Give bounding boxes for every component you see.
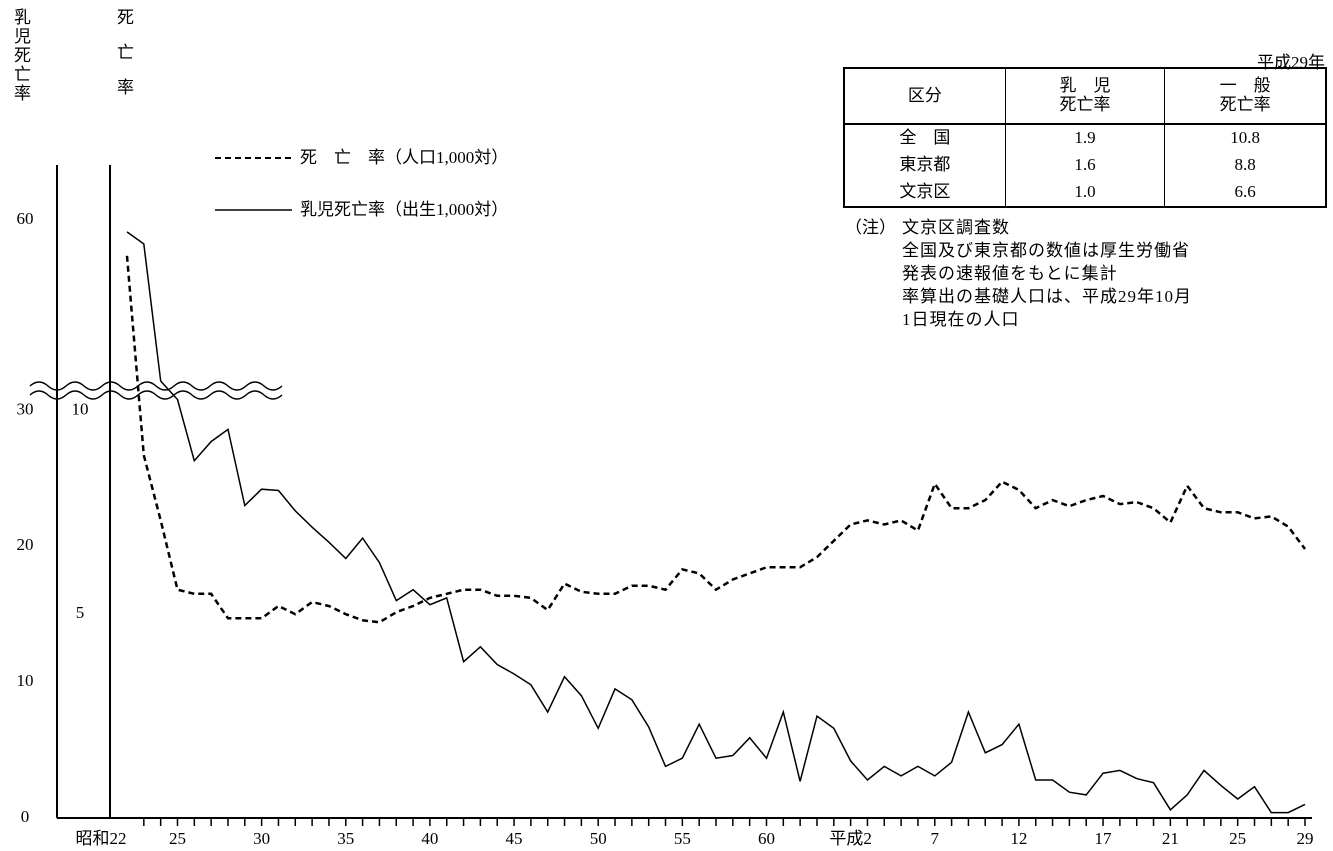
- x-tick-label: 21: [1162, 829, 1179, 848]
- x-tick-label: 40: [421, 829, 438, 848]
- summary-table: 区分 乳 児 死亡率 一 般 死亡率 全 国 1.9 10.8 東京都 1.6 8.8 文京…: [843, 67, 1327, 208]
- series-line: [125, 255, 1306, 624]
- x-tick-label: 25: [169, 829, 186, 848]
- legend-label: 死 亡 率（人口1,000対）: [300, 148, 508, 167]
- legend-label: 乳児死亡率（出生1,000対）: [300, 200, 508, 219]
- x-tick-label: 45: [506, 829, 523, 848]
- break-line: [29, 390, 283, 400]
- table-cell: 1.0: [1004, 179, 1166, 207]
- y-tick-label: 10: [17, 671, 34, 690]
- y-tick-label: 30: [17, 399, 34, 418]
- x-tick-label: 12: [1010, 829, 1027, 848]
- table-header: 区分: [843, 67, 1006, 125]
- note-line: 文京区調査数: [902, 218, 1010, 237]
- y-axis-label: 乳児死亡率: [11, 8, 30, 103]
- x-tick-label: 昭和22: [76, 829, 127, 848]
- y2-tick-label: 5: [76, 603, 85, 622]
- x-tick-label: 25: [1229, 829, 1246, 848]
- table-cell: 東京都: [843, 152, 1006, 179]
- table-cell: 8.8: [1164, 152, 1327, 179]
- table-row: 全 国 1.9 10.8: [843, 124, 1327, 152]
- note-line: 発表の速報値をもとに集計: [902, 264, 1118, 283]
- note-lines: 文京区調査数全国及び東京都の数値は厚生労働省 発表の速報値をもとに集計率算出の基礎…: [902, 216, 1192, 331]
- y-tick-label: 0: [21, 807, 30, 826]
- table-cell: 6.6: [1164, 179, 1327, 207]
- table-cell: 1.6: [1004, 152, 1166, 179]
- note-line: 1日現在の人口: [902, 310, 1020, 329]
- note-line: 全国及び東京都の数値は厚生労働省: [902, 241, 1190, 260]
- x-tick-label: 50: [590, 829, 607, 848]
- table-header: 一 般 死亡率: [1164, 67, 1327, 125]
- y2-tick-label: 10: [72, 399, 89, 418]
- x-tick-label: 30: [253, 829, 270, 848]
- note: （注） 文京区調査数全国及び東京都の数値は厚生労働省 発表の速報値をもとに集計率算…: [845, 216, 1192, 331]
- table-cell: 1.9: [1004, 124, 1166, 152]
- table-row: 文京区 1.0 6.6: [843, 179, 1327, 207]
- x-tick-label: 29: [1297, 829, 1314, 848]
- x-tick-label: 17: [1095, 829, 1113, 848]
- y-tick-label: 60: [17, 209, 34, 228]
- series-line: [126, 231, 1306, 814]
- table-row: 東京都 1.6 8.8: [843, 152, 1327, 179]
- table-cell: 全 国: [843, 124, 1006, 152]
- x-tick-label: 60: [758, 829, 775, 848]
- x-tick-label: 平成2: [829, 829, 872, 848]
- x-tick-label: 55: [674, 829, 691, 848]
- note-label: （注）: [845, 218, 896, 237]
- table-header: 乳 児 死亡率: [1004, 67, 1166, 125]
- note-line: 率算出の基礎人口は、平成29年10月: [902, 287, 1192, 306]
- break-line: [29, 381, 283, 391]
- y-tick-label: 20: [17, 535, 34, 554]
- table-cell: 10.8: [1164, 124, 1327, 152]
- x-tick-label: 35: [337, 829, 354, 848]
- x-tick-label: 7: [931, 829, 940, 848]
- table-cell: 文京区: [843, 179, 1006, 207]
- axis-break: [29, 381, 283, 400]
- y2-axis-label: 死亡率: [114, 8, 133, 113]
